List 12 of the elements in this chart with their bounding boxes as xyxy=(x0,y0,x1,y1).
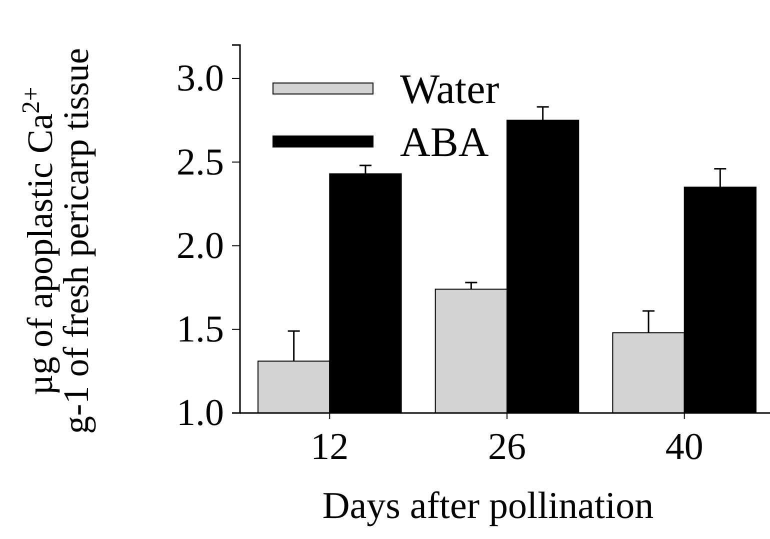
x-axis-title: Days after pollination xyxy=(322,485,654,527)
y-tick-label: 1.0 xyxy=(176,392,224,434)
x-tick-label: 40 xyxy=(665,426,704,468)
legend-label: ABA xyxy=(400,120,490,166)
y-tick-label: 2.5 xyxy=(176,141,224,184)
y-tick-label: 2.0 xyxy=(176,224,224,267)
y-axis-title: µg of apoplastic Ca$^{2+}$ g-1 of fresh pericarp tissue xyxy=(18,48,96,434)
legend-label: Water xyxy=(400,67,500,113)
x-tick-label: 12 xyxy=(310,426,349,468)
y-tick-label: 3.0 xyxy=(176,58,224,100)
x-tick-label: 26 xyxy=(488,426,526,468)
y-tick-label: 1.5 xyxy=(176,308,224,351)
